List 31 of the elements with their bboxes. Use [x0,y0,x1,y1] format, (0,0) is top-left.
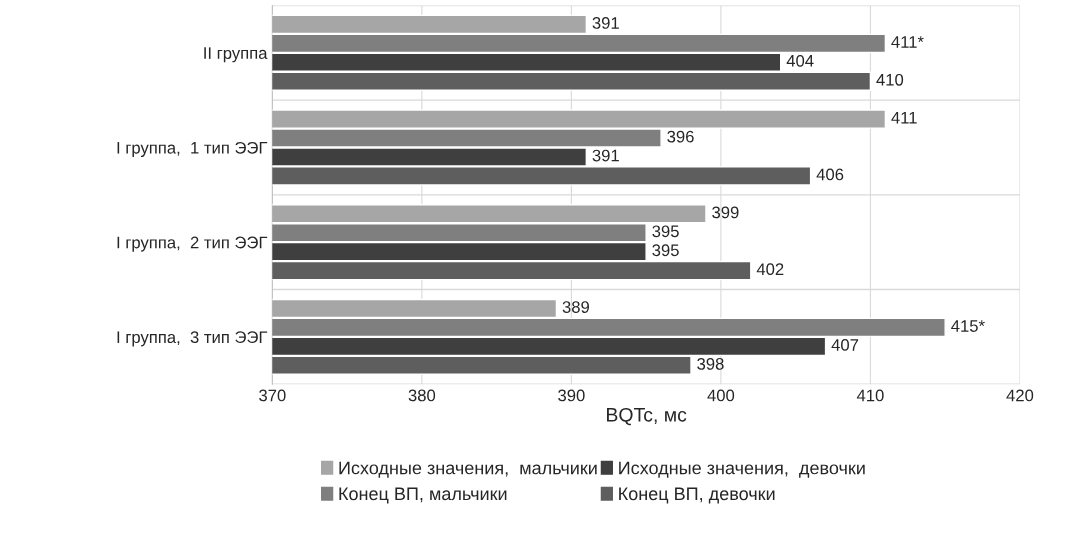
y-tick-label: I группа, 3 тип ЭЭГ [117,331,268,347]
data-label: 391 [592,17,619,29]
data-label: 396 [667,130,694,143]
x-tick-label: 400 [707,389,735,402]
data-label: 391 [592,149,619,162]
legend-label: Исходные значения, мальчики [339,461,597,478]
x-tick-label: 410 [856,389,884,402]
x-tick-label: 390 [558,389,585,402]
data-label: 402 [756,263,784,276]
legend-label: Конец ВП, девочки [619,487,775,504]
data-label: 395 [652,244,679,257]
data-label: 410 [876,73,904,86]
x-tick-label: 420 [1006,389,1034,402]
x-tick-label: 370 [259,389,286,402]
data-label: 395 [652,225,679,238]
data-label: 415* [951,320,985,332]
legend-label: Исходные значения, девочки [619,461,865,478]
x-tick-label: 380 [408,389,436,402]
legend-label: Конец ВП, мальчики [339,487,507,504]
y-tick-label: I группа, 1 тип ЭЭГ [117,141,268,157]
data-label: 399 [712,206,739,219]
y-tick-label: I группа, 2 тип ЭЭГ [117,236,268,252]
y-tick-label: II группа [204,47,268,63]
data-label: 404 [786,54,814,67]
data-label: 406 [816,168,844,181]
x-axis-title: BQTc, мс [607,407,687,426]
data-label: 411 [891,111,917,124]
data-label: 389 [562,301,589,313]
data-label: 411* [891,36,924,48]
data-label: 407 [831,339,859,351]
data-label: 398 [697,357,724,370]
